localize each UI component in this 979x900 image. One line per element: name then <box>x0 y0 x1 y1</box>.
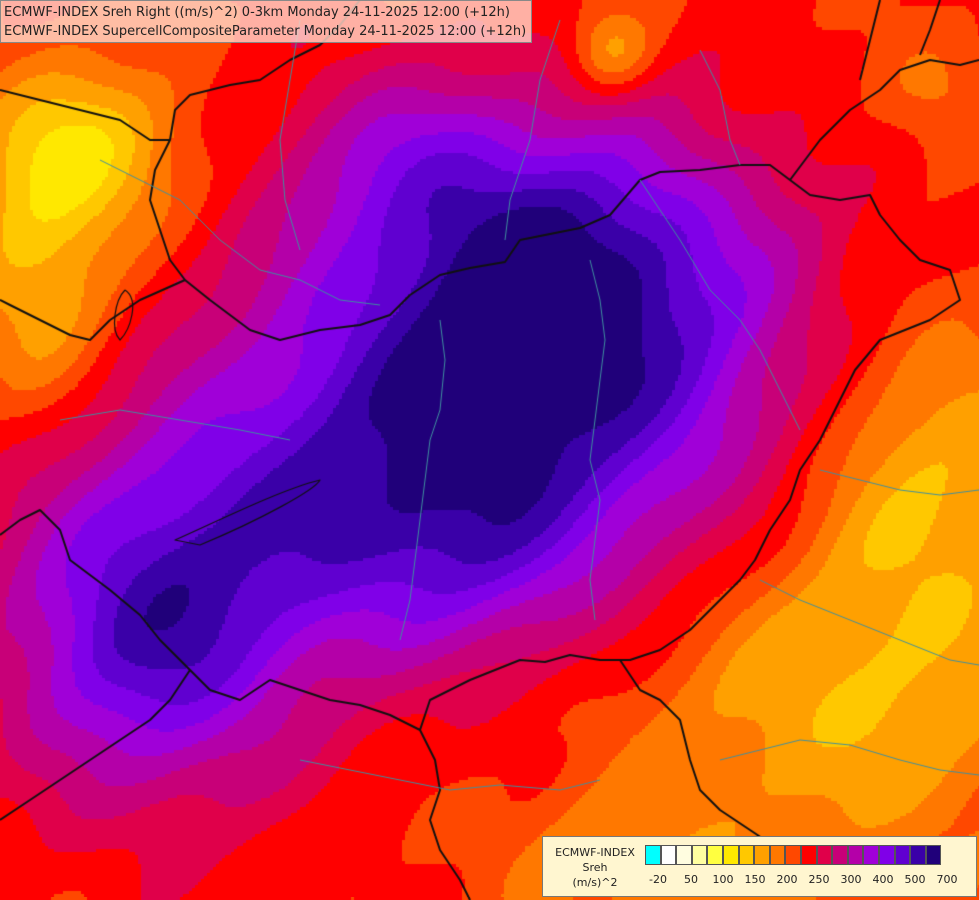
legend-tick-label: 50 <box>684 873 698 886</box>
legend-swatch <box>800 845 817 865</box>
map-title-box: ECMWF-INDEX Sreh Right ((m/s)^2) 0-3km M… <box>0 0 532 43</box>
legend-swatch <box>878 845 895 865</box>
legend-swatch <box>676 845 692 865</box>
map-title-scp: ECMWF-INDEX SupercellCompositeParameter … <box>4 24 527 39</box>
legend-swatch <box>722 845 739 865</box>
legend-tick-label: 250 <box>808 873 830 886</box>
legend-tick-label: 500 <box>904 873 926 886</box>
legend-title-model: ECMWF-INDEX <box>555 846 635 859</box>
legend-tick-label: 200 <box>776 873 798 886</box>
legend-swatch <box>832 845 848 865</box>
legend-swatches <box>645 845 942 865</box>
legend-title-unit: (m/s)^2 <box>572 876 618 889</box>
legend-swatch <box>769 845 786 865</box>
legend-swatch <box>660 845 677 865</box>
legend-swatch <box>707 845 723 865</box>
map-title-sreh: ECMWF-INDEX Sreh Right ((m/s)^2) 0-3km M… <box>4 5 510 20</box>
legend-tick-label: 700 <box>936 873 958 886</box>
legend-swatch <box>738 845 755 865</box>
legend-swatch <box>863 845 879 865</box>
legend-ticks: -20 50 100 150 200 250 300 400 500 700 <box>645 873 975 889</box>
legend-swatch <box>645 845 661 865</box>
legend-swatch <box>691 845 708 865</box>
legend-swatch <box>816 845 833 865</box>
legend-swatch <box>894 845 911 865</box>
legend-swatch <box>785 845 801 865</box>
legend-swatch <box>910 845 926 865</box>
legend-tick-label: 150 <box>744 873 766 886</box>
legend-swatch <box>925 845 942 865</box>
legend-tick-label: 400 <box>872 873 894 886</box>
legend-tick-label: -20 <box>649 873 667 886</box>
legend-title: ECMWF-INDEX Sreh (m/s)^2 <box>546 845 644 890</box>
legend-title-variable: Sreh <box>582 861 608 874</box>
legend-swatch <box>754 845 770 865</box>
legend-swatch <box>847 845 864 865</box>
legend-tick-label: 100 <box>712 873 734 886</box>
legend-tick-label: 300 <box>840 873 862 886</box>
color-legend: ECMWF-INDEX Sreh (m/s)^2 -20 50 100 150 200 2… <box>542 836 977 897</box>
